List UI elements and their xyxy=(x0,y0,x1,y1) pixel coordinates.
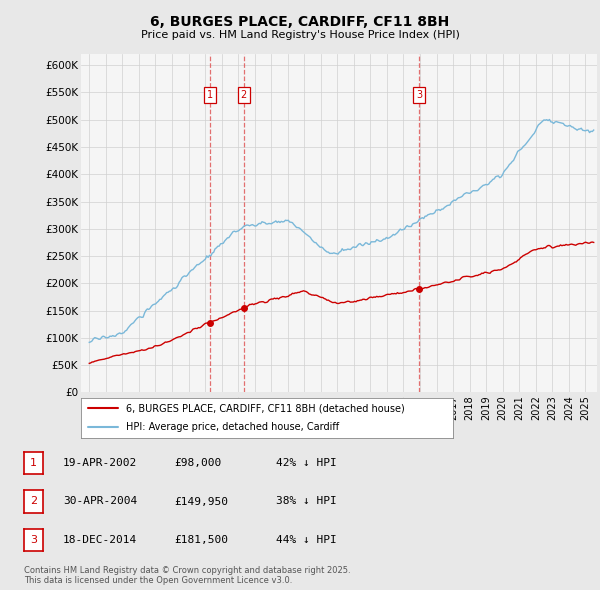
Text: 3: 3 xyxy=(416,90,422,100)
Text: 38% ↓ HPI: 38% ↓ HPI xyxy=(276,497,337,506)
Text: 2: 2 xyxy=(241,90,247,100)
Text: This data is licensed under the Open Government Licence v3.0.: This data is licensed under the Open Gov… xyxy=(24,576,292,585)
Text: 42% ↓ HPI: 42% ↓ HPI xyxy=(276,458,337,468)
Text: 6, BURGES PLACE, CARDIFF, CF11 8BH: 6, BURGES PLACE, CARDIFF, CF11 8BH xyxy=(151,15,449,29)
Text: Price paid vs. HM Land Registry's House Price Index (HPI): Price paid vs. HM Land Registry's House … xyxy=(140,30,460,40)
Text: 1: 1 xyxy=(207,90,213,100)
Text: Contains HM Land Registry data © Crown copyright and database right 2025.: Contains HM Land Registry data © Crown c… xyxy=(24,566,350,575)
Text: 3: 3 xyxy=(30,535,37,545)
Text: £98,000: £98,000 xyxy=(174,458,221,468)
Text: 19-APR-2002: 19-APR-2002 xyxy=(63,458,137,468)
Text: 1: 1 xyxy=(30,458,37,468)
Text: 2: 2 xyxy=(30,497,37,506)
Text: 30-APR-2004: 30-APR-2004 xyxy=(63,497,137,506)
Text: HPI: Average price, detached house, Cardiff: HPI: Average price, detached house, Card… xyxy=(125,422,339,432)
Text: 6, BURGES PLACE, CARDIFF, CF11 8BH (detached house): 6, BURGES PLACE, CARDIFF, CF11 8BH (deta… xyxy=(125,404,404,414)
Text: 18-DEC-2014: 18-DEC-2014 xyxy=(63,535,137,545)
Text: 44% ↓ HPI: 44% ↓ HPI xyxy=(276,535,337,545)
Text: £149,950: £149,950 xyxy=(174,497,228,506)
Text: £181,500: £181,500 xyxy=(174,535,228,545)
